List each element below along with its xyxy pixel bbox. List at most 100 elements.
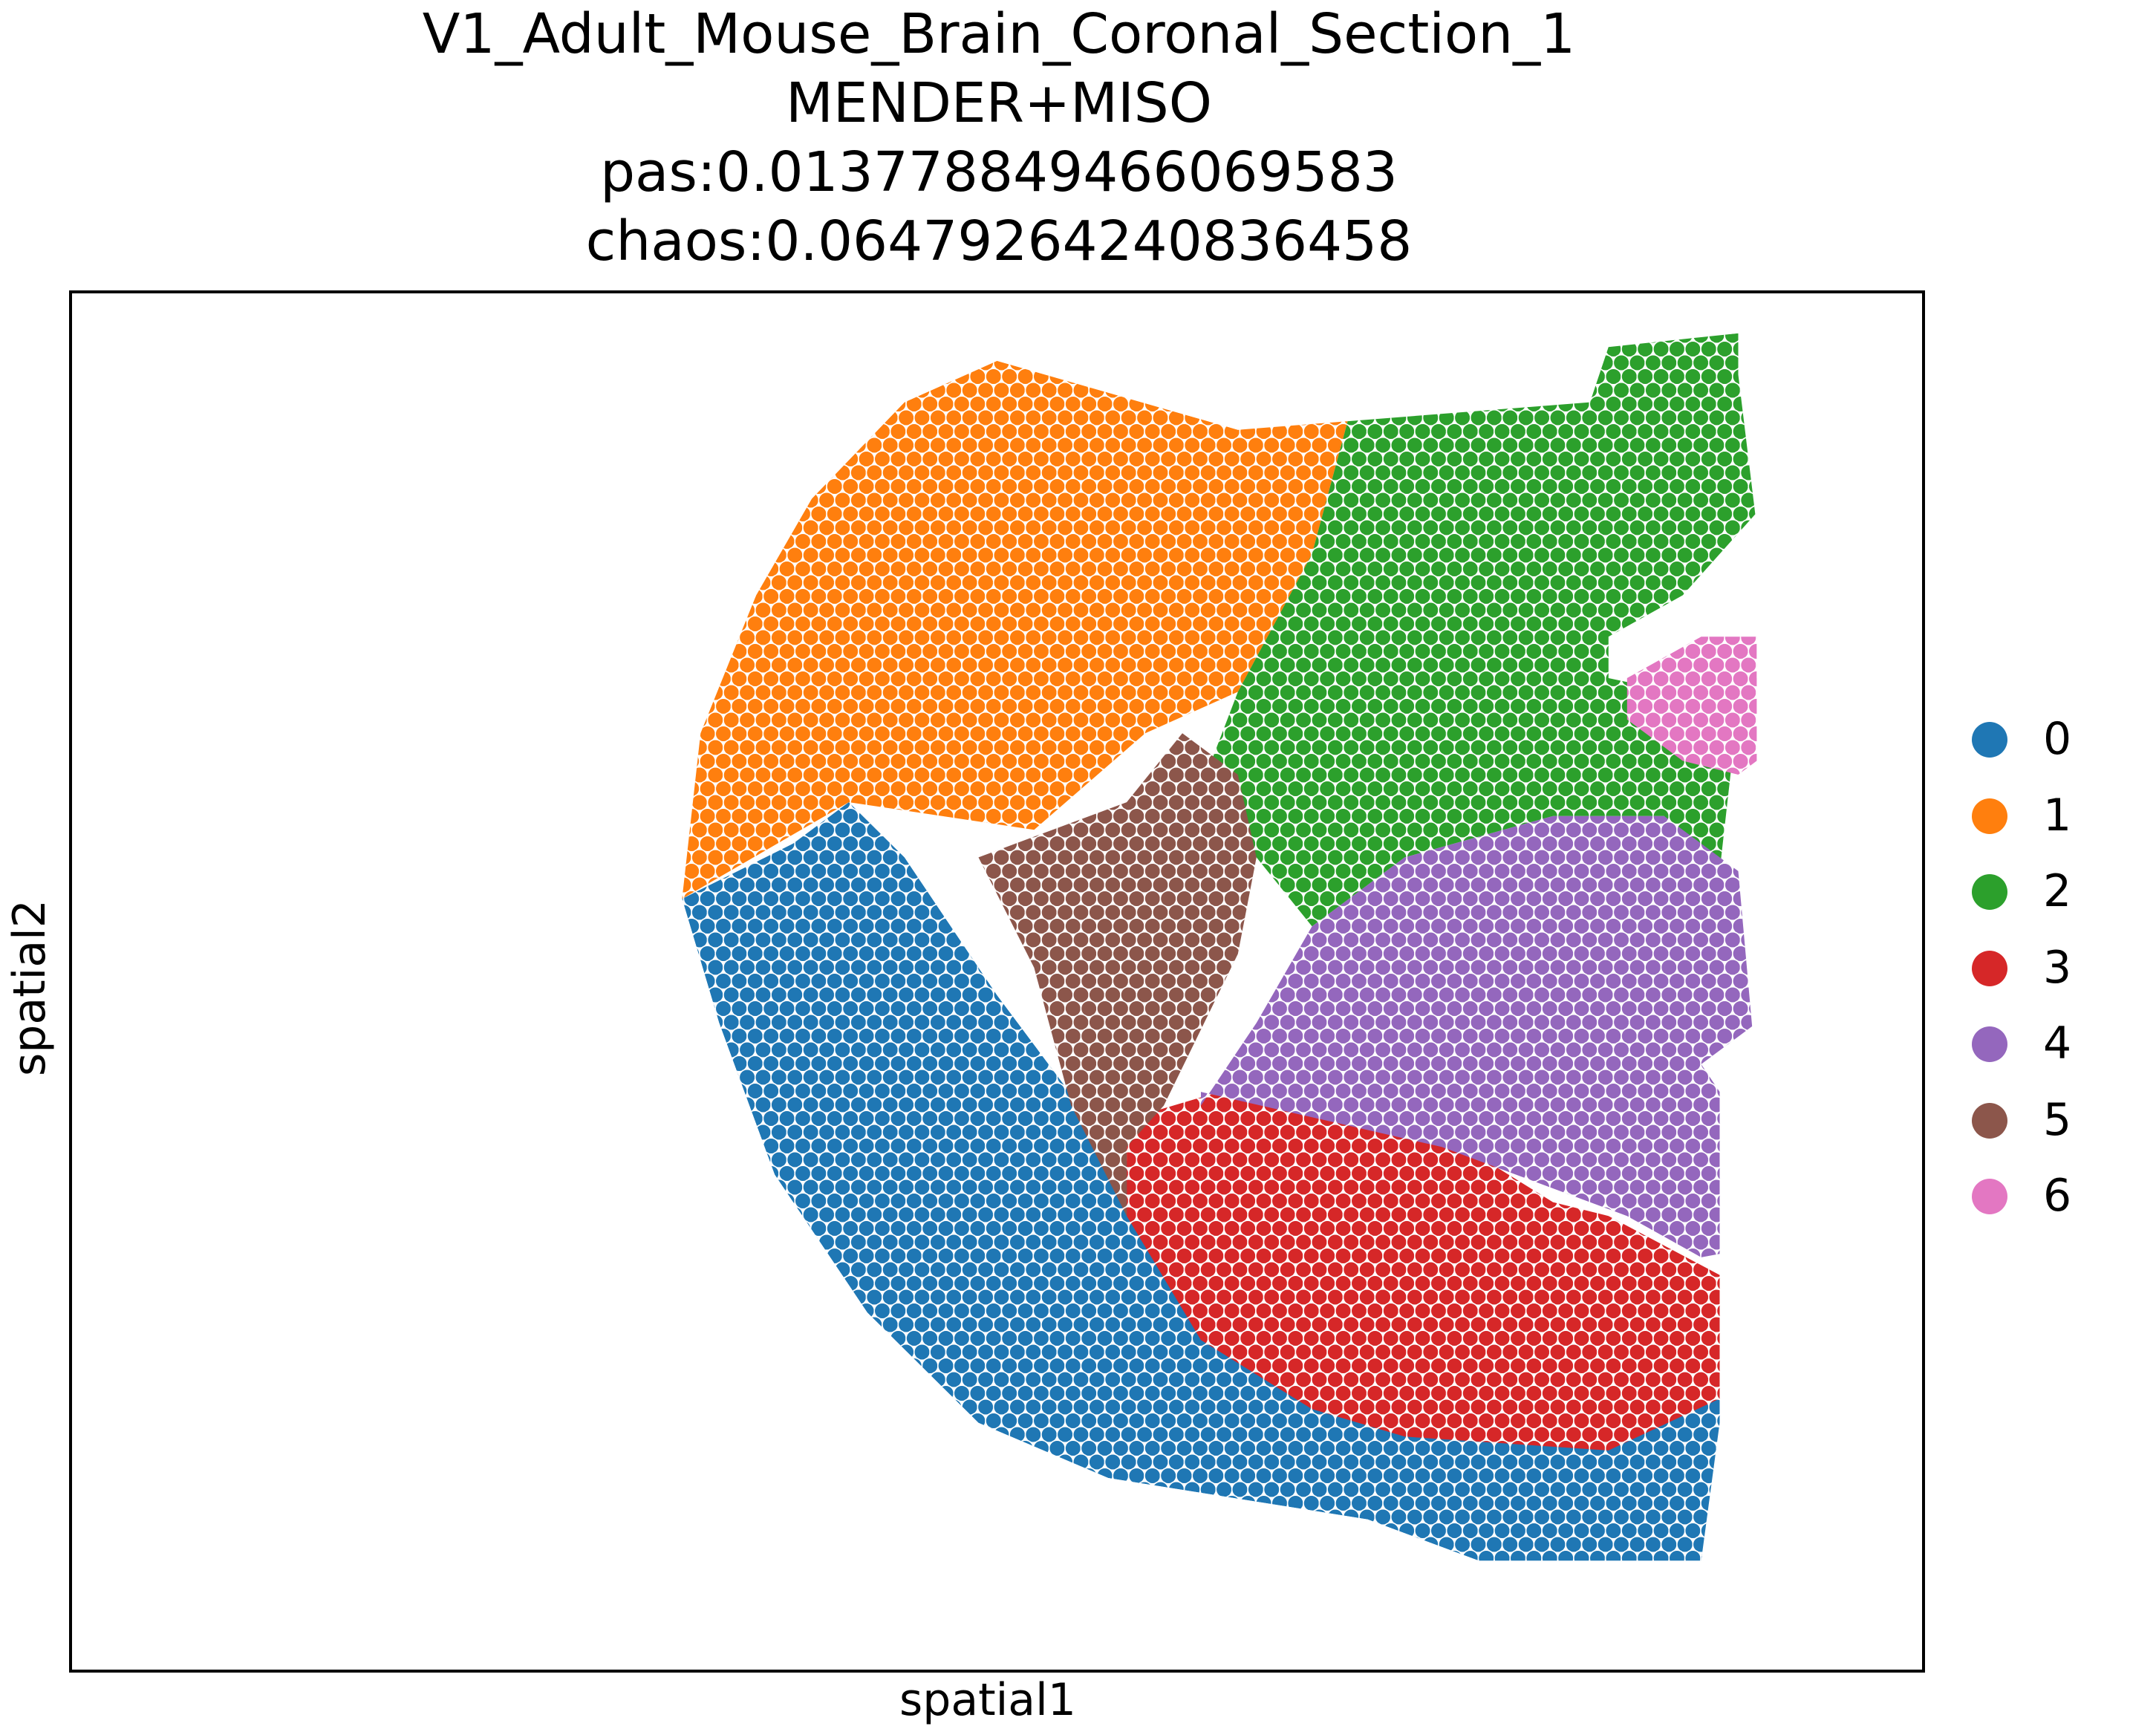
spot-cluster-1: [905, 368, 923, 385]
spot-cluster-1: [1239, 395, 1257, 413]
spot-cluster-0: [961, 903, 979, 922]
spot-cluster-0: [1247, 903, 1265, 922]
spot-cluster-1: [1303, 395, 1320, 413]
spot-cluster-0: [833, 1315, 852, 1334]
spot-cluster-0: [1095, 1467, 1114, 1485]
spot-cluster-0: [1748, 1165, 1765, 1182]
spot-cluster-1: [730, 478, 749, 495]
spot-cluster-1: [706, 518, 724, 537]
spot-cluster-0: [714, 1494, 732, 1512]
spot-cluster-0: [1294, 1508, 1312, 1526]
spot-cluster-0: [682, 1288, 693, 1306]
spot-cluster-0: [683, 1055, 700, 1072]
spot-cluster-0: [1748, 1055, 1765, 1072]
spot-cluster-0: [730, 1329, 749, 1347]
spot-cluster-0: [652, 1495, 668, 1511]
spot-cluster-0: [723, 1150, 740, 1169]
spot-cluster-0: [698, 1467, 717, 1485]
spot-cluster-0: [1724, 1178, 1739, 1197]
spot-cluster-0: [706, 1315, 724, 1334]
spot-cluster-1: [746, 368, 764, 385]
spot-cluster-1: [1080, 368, 1098, 385]
spot-cluster-0: [1286, 1549, 1304, 1561]
spot-cluster-0: [770, 1288, 788, 1306]
spot-cluster-0: [746, 1192, 764, 1210]
spot-cluster-0: [913, 1398, 931, 1416]
spot-cluster-0: [738, 1123, 756, 1142]
spot-cluster-1: [706, 601, 724, 619]
spot-cluster-1: [746, 478, 764, 495]
spot-cluster-0: [1748, 1220, 1765, 1237]
spot-cluster-1: [833, 360, 852, 372]
spot-cluster-0: [1748, 1495, 1765, 1511]
spot-cluster-0: [682, 1165, 685, 1182]
spot-cluster-0: [818, 1425, 836, 1444]
spot-cluster-0: [1439, 1564, 1455, 1580]
spot-cluster-0: [762, 1549, 780, 1561]
spot-cluster-0: [1040, 1453, 1058, 1471]
spot-cluster-1: [1175, 368, 1193, 385]
spot-cluster-0: [818, 1535, 836, 1554]
spot-cluster-0: [841, 1549, 859, 1561]
spot-cluster-0: [1048, 1549, 1066, 1561]
spot-cluster-0: [1144, 1494, 1162, 1512]
spot-cluster-0: [682, 1068, 693, 1087]
spot-cluster-0: [1741, 1399, 1757, 1416]
spot-cluster-1: [682, 368, 685, 385]
spot-cluster-0: [659, 1262, 676, 1278]
spot-cluster-0: [1057, 1564, 1073, 1580]
spot-cluster-0: [1454, 1564, 1471, 1580]
spot-cluster-1: [794, 450, 812, 468]
spot-cluster-0: [714, 1302, 732, 1320]
spot-cluster-0: [730, 1302, 749, 1320]
spot-cluster-1: [1001, 341, 1017, 357]
spot-cluster-0: [652, 836, 668, 852]
spot-cluster-1: [659, 630, 676, 646]
spot-cluster-0: [1748, 1110, 1765, 1127]
spot-cluster-0: [714, 1357, 732, 1375]
spot-cluster-0: [1398, 1522, 1416, 1540]
spot-cluster-1: [961, 360, 979, 372]
spot-cluster-1: [1256, 341, 1272, 357]
spot-cluster-0: [1183, 1480, 1201, 1499]
spot-cluster-1: [732, 341, 748, 357]
spot-cluster-0: [1009, 1508, 1026, 1526]
spot-cluster-0: [659, 1454, 676, 1471]
spot-cluster-0: [1080, 1522, 1098, 1540]
spot-cluster-0: [786, 1480, 804, 1499]
spot-cluster-0: [1056, 1453, 1074, 1471]
spot-cluster-0: [1358, 1508, 1376, 1526]
spot-cluster-0: [985, 835, 1003, 853]
spot-cluster-0: [1732, 1522, 1739, 1540]
spot-cluster-0: [857, 1412, 876, 1430]
spot-cluster-1: [1183, 381, 1201, 400]
spot-cluster-0: [652, 1028, 668, 1044]
spot-cluster-0: [1375, 1564, 1391, 1580]
spot-cluster-1: [1112, 368, 1130, 385]
spot-cluster-0: [1095, 1494, 1114, 1512]
spot-cluster-0: [1741, 1070, 1757, 1086]
spot-cluster-0: [1573, 1549, 1591, 1561]
spot-cluster-0: [897, 1480, 915, 1499]
spot-cluster-0: [1231, 958, 1249, 977]
spot-cluster-0: [818, 1343, 836, 1361]
spot-cluster-0: [1088, 1508, 1106, 1526]
spot-cluster-1: [802, 408, 820, 427]
spot-cluster-0: [770, 1205, 788, 1224]
spot-cluster-0: [706, 1480, 724, 1499]
spot-cluster-0: [1009, 1564, 1026, 1580]
spot-cluster-0: [691, 1398, 709, 1416]
spot-cluster-1: [730, 505, 749, 523]
spot-cluster-1: [1175, 395, 1193, 413]
spot-cluster-0: [1741, 1152, 1757, 1168]
spot-cluster-1: [659, 575, 676, 591]
spot-cluster-1: [826, 395, 844, 413]
spot-cluster-1: [730, 368, 749, 385]
spot-cluster-0: [1741, 1234, 1757, 1251]
spot-cluster-1: [706, 360, 724, 372]
spot-cluster-1: [682, 628, 693, 647]
spot-cluster-1: [810, 395, 827, 413]
spot-cluster-0: [937, 1549, 955, 1561]
spot-cluster-0: [1724, 1205, 1739, 1224]
spot-cluster-0: [945, 876, 963, 894]
